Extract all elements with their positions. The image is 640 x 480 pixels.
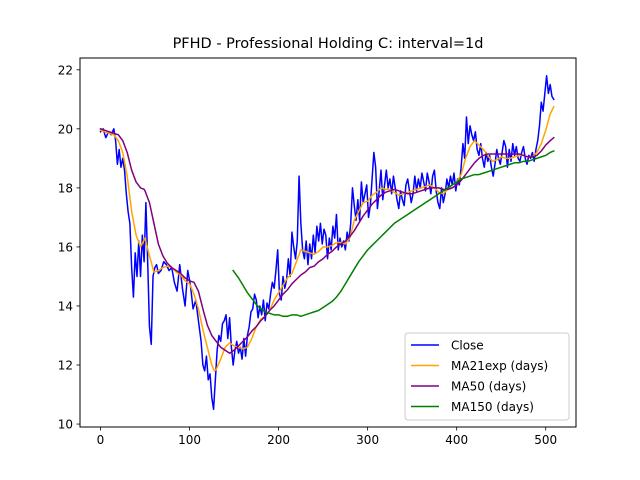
y-tick-label: 22 <box>58 63 73 77</box>
series-line-3 <box>232 150 555 318</box>
y-tick-label: 16 <box>58 240 73 254</box>
x-tick-label: 100 <box>178 433 201 447</box>
legend: Close MA21exp (days) MA50 (days) MA150 (day… <box>404 332 570 421</box>
y-tick-label: 18 <box>58 181 73 195</box>
series-line-1 <box>99 105 555 372</box>
plot-frame <box>79 57 577 428</box>
legend-label-2: MA50 (days) <box>451 380 526 394</box>
legend-label-0: Close <box>451 339 484 353</box>
y-tick-label: 14 <box>58 299 73 313</box>
x-tick-label: 500 <box>534 433 557 447</box>
y-tick-label: 10 <box>58 418 73 432</box>
x-tick-label: 200 <box>267 433 290 447</box>
y-axis: 10 12 14 16 18 20 22 <box>58 63 80 432</box>
x-tick-label: 0 <box>97 433 105 447</box>
x-tick-label: 300 <box>356 433 379 447</box>
y-tick-label: 12 <box>58 359 73 373</box>
legend-items: Close MA21exp (days) MA50 (days) MA150 (day… <box>411 339 548 414</box>
series-layer <box>99 74 555 411</box>
chart-title: PFHD - Professional Holding C: interval=… <box>173 36 484 52</box>
y-tick-label: 20 <box>58 122 73 136</box>
series-line-2 <box>99 127 555 354</box>
legend-label-1: MA21exp (days) <box>451 359 548 373</box>
x-tick-label: 400 <box>445 433 468 447</box>
x-axis: 0 100 200 300 400 500 <box>97 427 557 447</box>
legend-label-3: MA150 (days) <box>451 400 534 414</box>
legend-box <box>404 332 570 421</box>
